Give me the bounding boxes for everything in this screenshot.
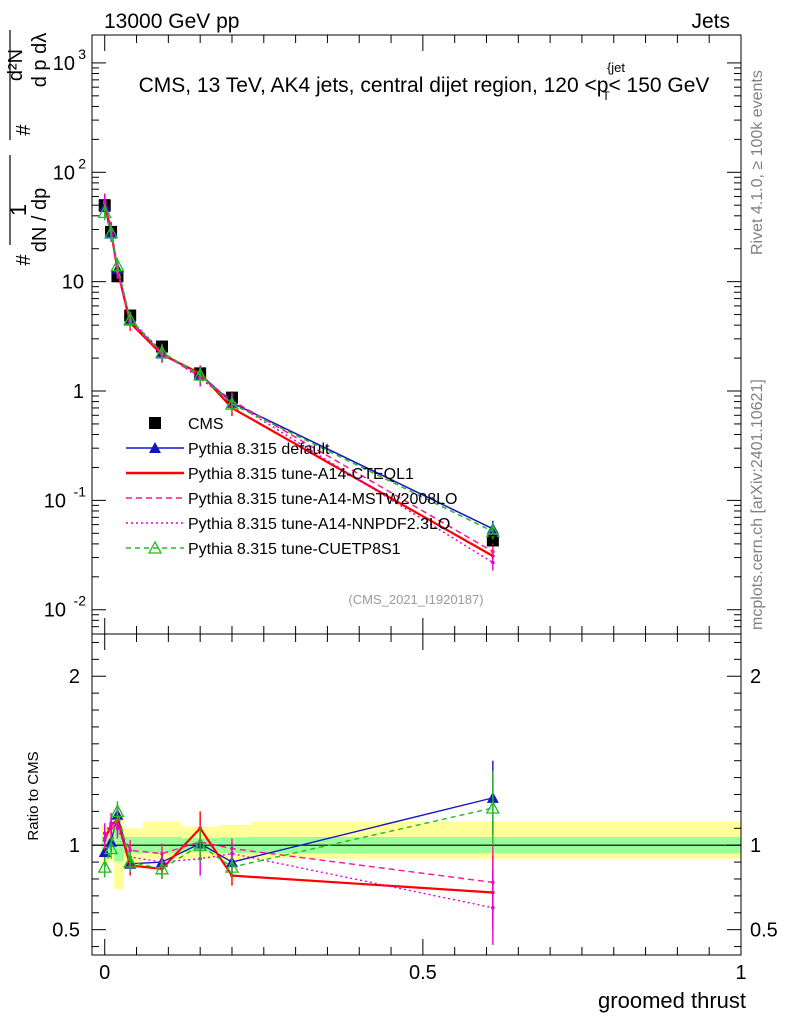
category-label: Jets: [691, 10, 730, 33]
y-tick-label: 2: [78, 155, 86, 171]
ratio-cuetp8s1-point: [123, 854, 138, 868]
watermark: (CMS_2021_I1920187): [348, 592, 483, 607]
y-tick-label: 10: [53, 53, 75, 75]
cms-point: [486, 534, 499, 547]
y-label-part: 1: [6, 204, 31, 216]
title-subscript: T: [602, 89, 610, 103]
mcplots-label: mcplots.cern.ch [arXiv:2401.10621]: [749, 379, 766, 630]
ratio-y-tick-label: 1: [69, 835, 80, 857]
series-point: [491, 560, 495, 565]
rivet-label: Rivet 4.1.0, ≥ 100k events: [749, 70, 766, 255]
y-label-part: #: [13, 254, 35, 266]
ratio-cuetp8s1-point: [193, 837, 208, 851]
x-tick-label: 0.5: [409, 962, 437, 984]
ratio-point: [109, 821, 113, 826]
legend-marker: [149, 442, 161, 453]
ratio-y-axis-label: Ratio to CMS: [25, 751, 42, 840]
ratio-point: [491, 905, 495, 910]
ratio-y-tick-label: 2: [69, 666, 80, 688]
energy-label: 13000 GeV pp: [104, 10, 239, 33]
legend-marker: [149, 417, 161, 429]
legend-label: Pythia 8.315 tune-A14-MSTW2008LO: [188, 491, 457, 508]
cuetp8s1-point: [123, 312, 138, 326]
ratio-point: [102, 831, 107, 836]
ratio-point: [115, 826, 120, 831]
ratio-cuetp8s1-point: [224, 859, 240, 873]
x-axis-label: groomed thrust: [598, 988, 746, 1013]
ratio-cuetp8s1-point: [103, 841, 119, 855]
ratio-cuetp8s1-point: [154, 861, 170, 875]
y-tick-label: 10: [53, 162, 75, 184]
legend-marker: [147, 540, 163, 554]
title-superscript: {jet: [607, 60, 625, 75]
series-point: [491, 549, 495, 554]
cuetp8s1-point: [97, 205, 112, 219]
ratio-y-tick-label-right: 0.5: [750, 920, 778, 942]
y-label-part: dN / dp: [29, 188, 51, 252]
cuetp8s1-point: [110, 258, 125, 272]
y-tick-label: -1: [74, 483, 87, 499]
y-tick-label: 3: [78, 46, 86, 62]
cuetp8s1-point: [193, 367, 208, 381]
y-tick-label: 10: [62, 272, 84, 294]
ratio-line-0: [104, 797, 494, 865]
y-tick-label: 1: [73, 381, 84, 403]
y-tick-label: -2: [74, 593, 87, 609]
x-tick-label: 0: [99, 962, 110, 984]
legend-label: Pythia 8.315 default: [188, 441, 330, 458]
legend-label: Pythia 8.315 tune-A14-NNPDF2.3LO: [188, 516, 450, 533]
y-tick-label: 10: [44, 490, 66, 512]
ratio-cuetp8s1-point: [485, 800, 500, 814]
ratio-cuetp8s1-point: [97, 859, 112, 873]
ratio-y-tick-label-right: 2: [750, 666, 761, 688]
ratio-y-tick-label: 0.5: [52, 920, 80, 942]
legend-label: Pythia 8.315 tune-CUETP8S1: [188, 541, 401, 558]
legend-label: Pythia 8.315 tune-A14-CTEQL1: [188, 466, 414, 483]
cuetp8s1-point: [103, 225, 119, 239]
main-title: CMS, 13 TeV, AK4 jets, central dijet reg…: [139, 74, 710, 97]
y-label-part: d²N: [5, 49, 27, 81]
cms-point-ring: [487, 534, 499, 547]
cuetp8s1-point: [224, 396, 240, 410]
ratio-line-4: [104, 807, 494, 870]
series-point: [102, 199, 107, 204]
series-line-4: [103, 201, 494, 564]
legend-label: CMS: [188, 416, 224, 433]
ratio-y-tick-label-right: 1: [750, 835, 761, 857]
y-label-part: #: [13, 124, 35, 136]
x-tick-label: 1: [735, 962, 746, 984]
series-line-5: [104, 212, 494, 533]
y-label-part: d p dλ: [29, 33, 51, 87]
y-tick-label: 10: [44, 600, 66, 622]
cuetp8s1-point: [485, 524, 500, 538]
main-y-axis-label: #1dN / dp # d²N d p dλ: [5, 33, 51, 266]
cuetp8s1-point: [154, 345, 170, 359]
ratio-point: [230, 851, 234, 856]
ratio-cuetp8s1-point: [110, 804, 125, 818]
ratio-plot-frame: [91, 633, 742, 956]
